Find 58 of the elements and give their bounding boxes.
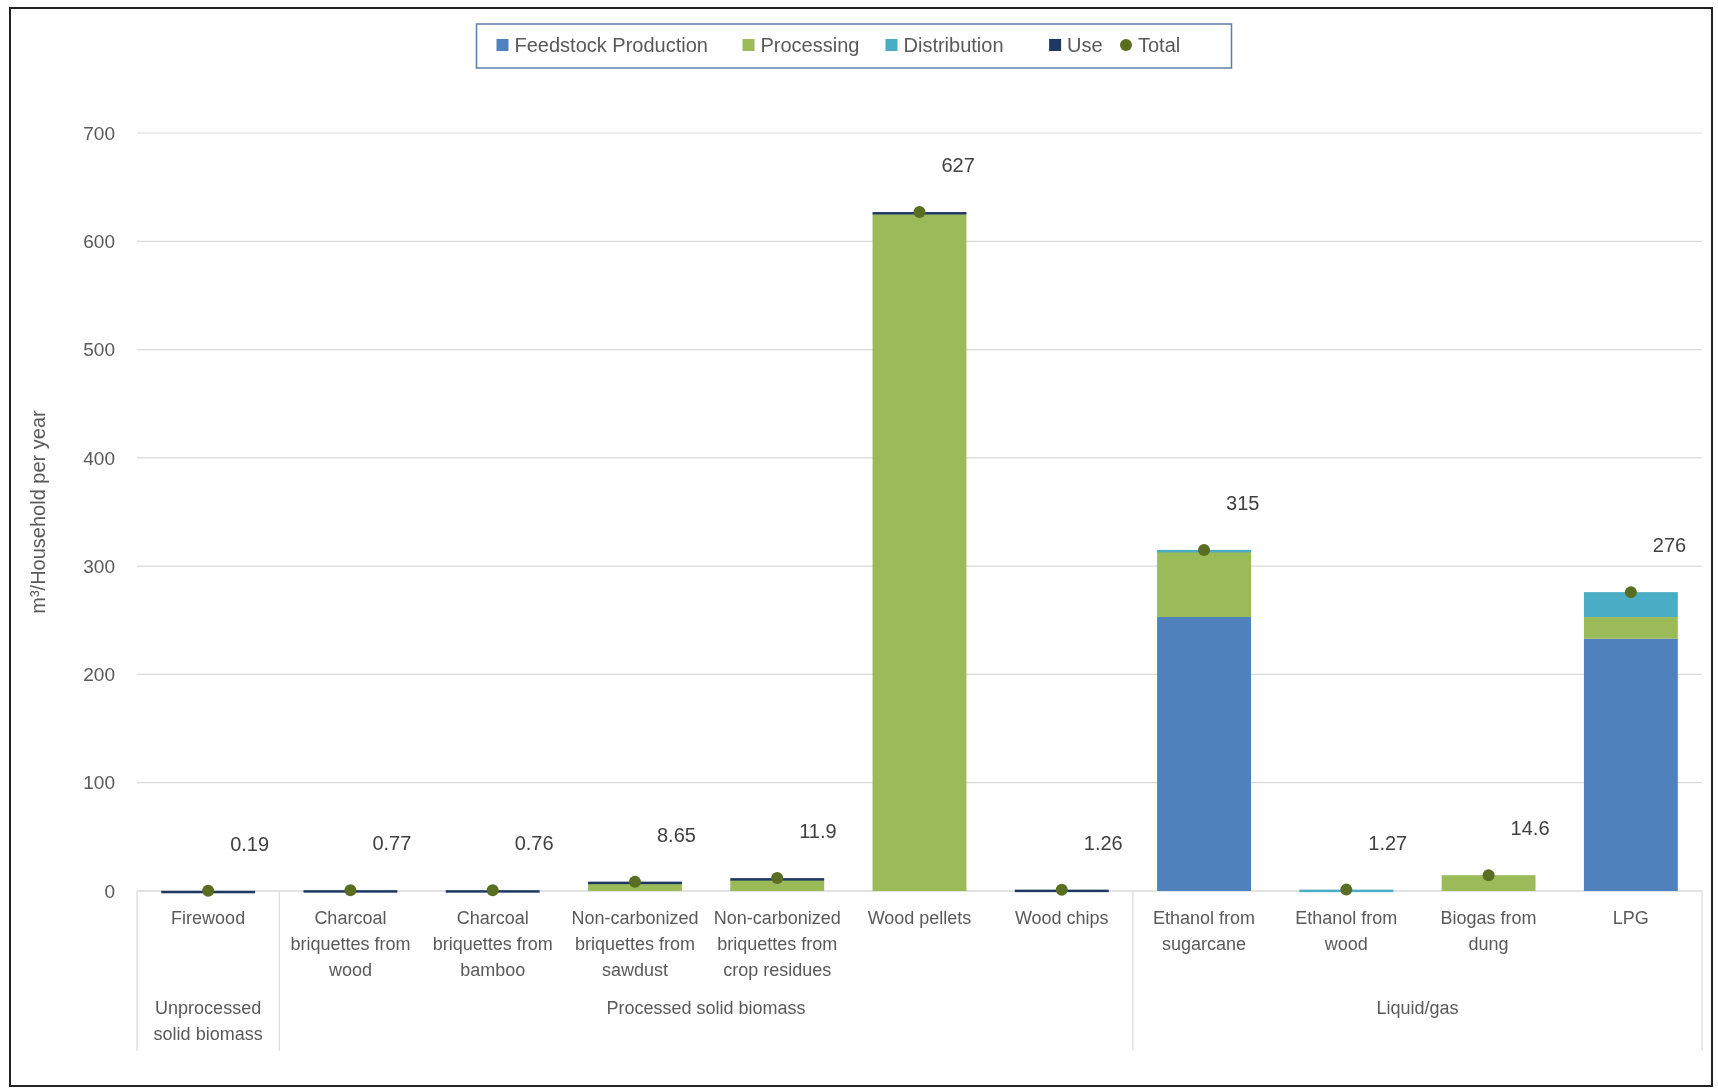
point <box>1198 543 1211 556</box>
y-tick-label: 500 <box>83 339 115 361</box>
legend-label: Total <box>1138 34 1181 56</box>
y-tick-label: 400 <box>83 447 115 469</box>
x-tick-label: Charcoal briquettes from wood <box>290 908 411 980</box>
data-label: 0.19 <box>230 832 270 855</box>
bar <box>872 214 967 891</box>
point <box>202 884 215 897</box>
y-axis-title: m³/Household per year <box>27 409 49 614</box>
x-tick-label: Ethanol from sugarcane <box>1153 908 1256 954</box>
point <box>1482 869 1495 882</box>
point <box>628 875 641 888</box>
bar <box>1583 617 1678 639</box>
point <box>1340 883 1353 896</box>
data-label: 8.65 <box>656 823 696 846</box>
x-tick-label: Charcoal briquettes from bamboo <box>432 908 553 980</box>
x-tick-label: LPG <box>1612 908 1649 928</box>
point <box>1055 883 1068 896</box>
y-tick-label: 300 <box>83 555 115 577</box>
y-tick-label: 700 <box>83 122 115 144</box>
data-label: 0.76 <box>514 832 554 855</box>
data-label: 11.9 <box>799 820 837 843</box>
x-tick-label: Wood pellets <box>867 908 972 928</box>
point <box>344 884 357 897</box>
text: Processed solid biomass <box>606 998 806 1018</box>
x-tick-label: Ethanol from wood <box>1295 908 1398 954</box>
point <box>771 872 784 885</box>
bar <box>1157 550 1251 618</box>
y-tick-label: 200 <box>83 664 115 686</box>
data-label: 14.6 <box>1510 817 1550 840</box>
x-tick-label: Firewood <box>171 908 246 928</box>
y-tick-label: 600 <box>83 230 115 252</box>
data-label: 276 <box>1652 534 1687 557</box>
data-label: 627 <box>941 154 975 177</box>
x-tick-label: Non-carbonized briquettes from sawdust <box>571 908 699 980</box>
data-label: 1.27 <box>1368 831 1408 854</box>
legend-label: Use <box>1067 34 1103 56</box>
x-tick-label: Wood chips <box>1014 908 1109 928</box>
text: Unprocessed solid biomass <box>153 998 263 1044</box>
bar <box>872 212 967 215</box>
legend-label: Processing <box>760 34 860 56</box>
data-label: 0.77 <box>372 832 412 855</box>
bar <box>1157 617 1251 891</box>
x-tick-label: Non-carbonized briquettes from crop residues <box>713 908 841 980</box>
legend-label: Feedstock Production <box>514 34 708 56</box>
y-tick-label: 0 <box>104 880 115 902</box>
bar <box>1583 638 1678 891</box>
bar <box>1583 592 1678 618</box>
data-label: 1.26 <box>1083 831 1123 854</box>
y-tick-label: 100 <box>83 772 115 794</box>
point <box>1624 586 1637 599</box>
text: Liquid/gas <box>1376 998 1459 1018</box>
bar <box>1441 875 1536 891</box>
point <box>913 206 926 219</box>
legend-label: Distribution <box>903 34 1004 56</box>
data-label: 315 <box>1226 491 1260 514</box>
point <box>486 884 499 897</box>
x-tick-label: Biogas from dung <box>1440 908 1537 954</box>
